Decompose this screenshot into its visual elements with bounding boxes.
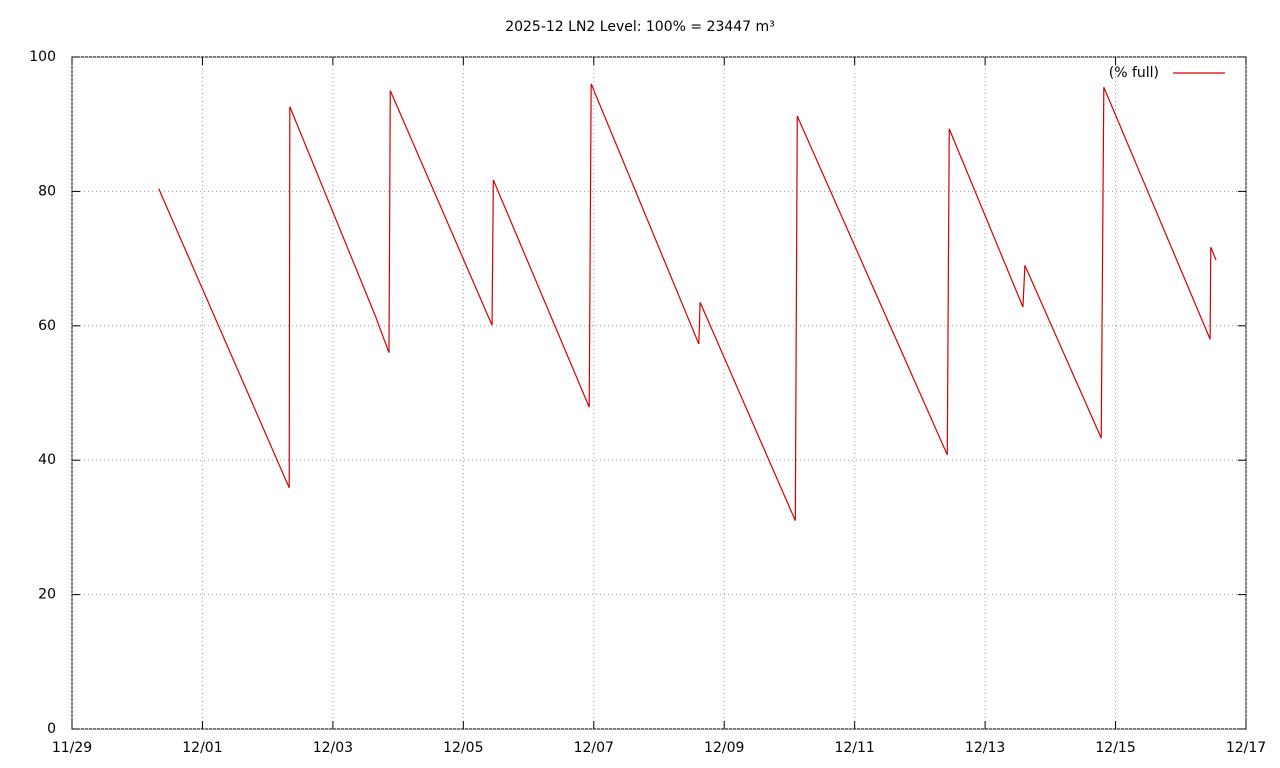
legend-label: (% full) <box>1109 65 1159 81</box>
y-tick-label: 20 <box>38 587 56 603</box>
x-tick-label: 12/11 <box>834 740 874 756</box>
y-tick-label: 40 <box>38 452 56 468</box>
y-tick-label: 100 <box>29 49 56 65</box>
x-tick-label: 12/03 <box>313 740 353 756</box>
x-tick-label: 12/17 <box>1226 740 1266 756</box>
chart-title: 2025-12 LN2 Level: 100% = 23447 m³ <box>505 19 775 35</box>
data-line <box>158 83 1217 521</box>
x-tick-label: 11/29 <box>52 740 92 756</box>
y-tick-label: 0 <box>47 721 56 737</box>
x-tick-label: 12/05 <box>443 740 483 756</box>
x-tick-label: 12/13 <box>965 740 1005 756</box>
y-tick-label: 80 <box>38 183 56 199</box>
y-tick-label: 60 <box>38 318 56 334</box>
x-tick-label: 12/09 <box>704 740 744 756</box>
x-tick-label: 12/15 <box>1095 740 1135 756</box>
x-tick-label: 12/07 <box>574 740 614 756</box>
x-tick-label: 12/01 <box>182 740 222 756</box>
